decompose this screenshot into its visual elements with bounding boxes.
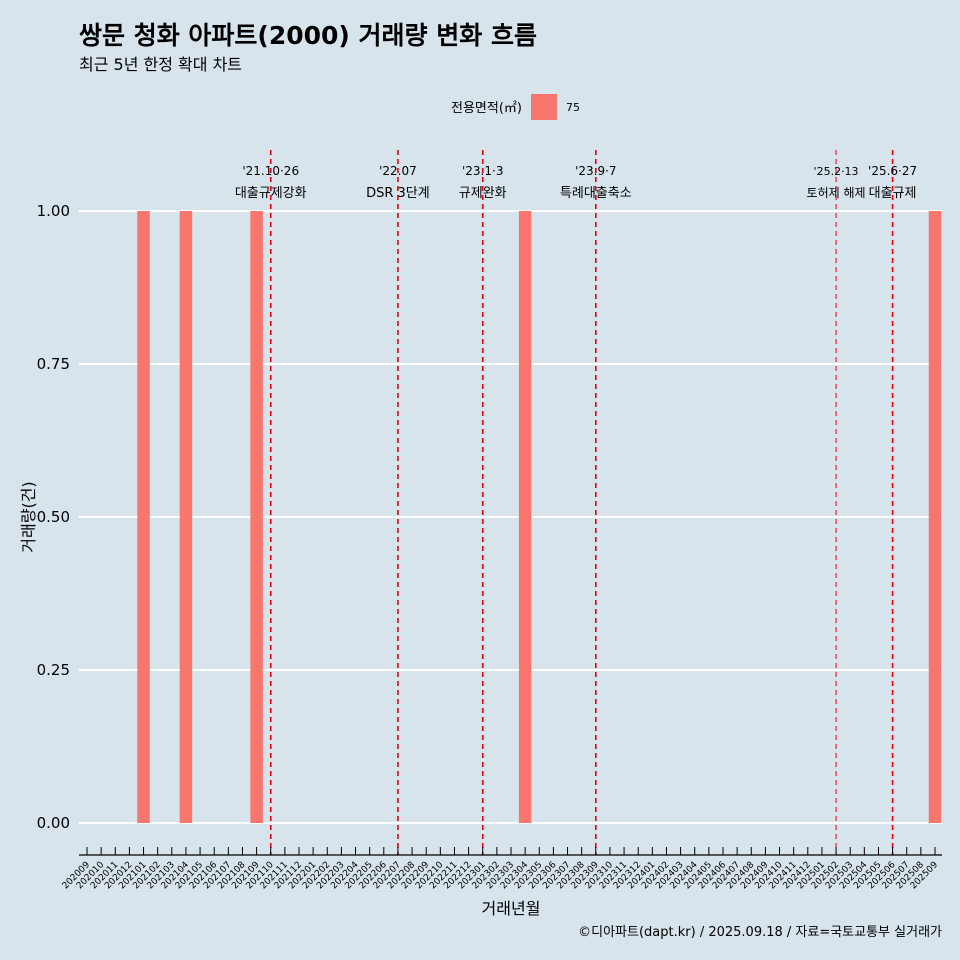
policy-events: '21.10·26 대출규제강화 '22.07 DSR 3단계 '23.1·3 규제완화 '… (235, 150, 917, 855)
bar-75-202109 (250, 211, 263, 823)
x-axis: 2020092020102020112020122021012021022021… (61, 847, 942, 891)
chart-title: 쌍문 청화 아파트(2000) 거래량 변화 흐름 (79, 21, 537, 50)
legend: 전용면적(㎡) 75 (451, 94, 580, 120)
event-label-202301: 규제완화 (459, 186, 507, 201)
bar-75-202104 (179, 211, 193, 823)
source-caption: ©디아파트(dapt.kr) / 2025.09.18 / 자료=국토교통부 실… (578, 925, 942, 940)
event-date-202309: '23.9·7 (575, 164, 616, 178)
legend-label-75: 75 (566, 101, 580, 114)
y-axis-title: 거래량(건) (19, 481, 38, 552)
y-tick-label-1.00: 1.00 (37, 202, 70, 220)
event-date-202110: '21.10·26 (242, 164, 299, 178)
legend-title: 전용면적(㎡) (451, 101, 522, 116)
event-label-202506: 대출규제 (869, 186, 917, 201)
event-label-202110: 대출규제강화 (235, 186, 307, 201)
bar-75-202101 (137, 211, 150, 823)
legend-swatch-75 (531, 94, 557, 120)
chart-subtitle: 최근 5년 한정 확대 차트 (79, 55, 242, 74)
event-label-202502: 토허제 해제 (807, 186, 866, 200)
bars (137, 211, 942, 823)
event-label-202207: DSR 3단계 (366, 186, 430, 201)
event-date-202301: '23.1·3 (462, 164, 503, 178)
y-axis-ticks: 0.00 0.25 0.50 0.75 1.00 (37, 202, 70, 832)
event-date-202207: '22.07 (379, 164, 417, 178)
event-label-202309: 특례대출축소 (560, 186, 632, 201)
x-axis-title: 거래년월 (482, 899, 541, 918)
y-tick-label-0.50: 0.50 (37, 508, 70, 526)
y-tick-label-0.00: 0.00 (37, 814, 70, 832)
event-date-202502: '25.2·13 (814, 165, 859, 178)
gridlines (79, 210, 942, 824)
bar-75-202509 (928, 211, 942, 823)
bar-75-202304 (518, 211, 532, 823)
y-tick-label-0.75: 0.75 (37, 355, 70, 373)
event-date-202506: '25.6·27 (868, 164, 917, 178)
y-tick-label-0.25: 0.25 (37, 661, 70, 679)
